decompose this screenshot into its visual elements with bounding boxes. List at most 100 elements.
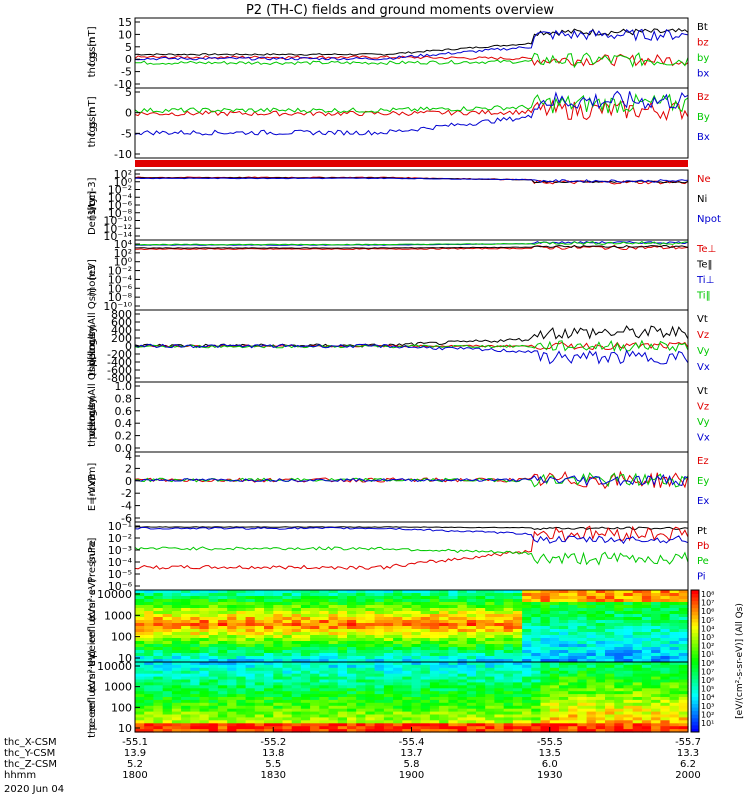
spectrogram-cell — [577, 711, 588, 716]
spectrogram-cell — [586, 697, 597, 701]
spectrogram-cell — [540, 708, 551, 713]
y-axis-label-line: thc — [87, 722, 98, 738]
spectrogram-cell — [586, 685, 597, 689]
spectrogram-cell — [217, 608, 228, 612]
spectrogram-cell — [522, 653, 532, 657]
spectrogram-cell — [512, 717, 523, 721]
spectrogram-cell — [264, 596, 274, 600]
y-tick-label: 0.0 — [115, 442, 133, 455]
colorbar-tick-label: 10² — [701, 710, 714, 719]
spectrogram-cell — [660, 644, 671, 648]
spectrogram-cell — [356, 596, 366, 600]
spectrogram-cell — [420, 688, 431, 692]
spectrogram-cell — [476, 608, 486, 612]
spectrogram-cell — [540, 694, 551, 698]
spectrogram-cell — [254, 708, 265, 713]
spectrogram-cell — [503, 593, 514, 597]
colorbar-tick-label: 10⁷ — [701, 667, 714, 676]
spectrogram-cell — [227, 682, 237, 686]
spectrogram-cell — [245, 705, 256, 710]
spectrogram-cell — [135, 638, 145, 642]
spectrogram-cell — [393, 656, 403, 660]
spectrogram-cell — [181, 596, 191, 600]
spectrogram-cell — [595, 635, 606, 639]
spectrogram-cell — [420, 717, 431, 721]
spectrogram-cell — [273, 711, 284, 716]
spectrogram-cell — [162, 711, 173, 716]
spectrogram-cell — [457, 723, 468, 727]
spectrogram-cell — [171, 590, 182, 594]
spectrogram-cell — [568, 673, 578, 678]
spectrogram-cell — [264, 641, 274, 645]
x-row-value: 2000 — [675, 770, 700, 781]
spectrogram-cell — [264, 617, 274, 621]
spectrogram-cell — [678, 662, 689, 666]
spectrogram-cell — [651, 596, 661, 600]
spectrogram-cell — [522, 659, 532, 663]
spectrogram-cell — [503, 723, 514, 727]
spectrogram-cell — [144, 685, 154, 689]
spectrogram-cell — [236, 682, 247, 686]
spectrogram-cell — [623, 676, 634, 681]
spectrogram-cell — [623, 717, 634, 721]
spectrogram-cell — [402, 629, 413, 633]
spectrogram-cell — [559, 670, 569, 675]
spectrogram-cell — [300, 697, 311, 701]
spectrogram-cell — [522, 723, 532, 727]
colorbar-frame — [690, 589, 700, 733]
spectrogram-cell — [457, 679, 468, 683]
spectrogram-cell — [181, 664, 191, 669]
colorbar-swatch — [691, 693, 699, 697]
spectrogram-cell — [678, 723, 689, 727]
spectrogram-cell — [356, 670, 366, 675]
spectrogram-cell — [420, 726, 431, 730]
spectrogram-cell — [144, 638, 154, 642]
spectrogram-cell — [199, 605, 210, 609]
spectrogram-cell — [669, 620, 680, 624]
spectrogram-cell — [549, 699, 560, 704]
spectrogram-cell — [466, 729, 477, 733]
spectrogram-cell — [291, 656, 302, 660]
spectrogram-cell — [595, 626, 606, 630]
spectrogram-cell — [162, 697, 173, 701]
time-axis: thc_X-CSM -55.1 -55.2 -55.4 -55.5 -55.7thc_Y-… — [4, 727, 701, 795]
spectrogram-cell — [540, 720, 551, 724]
spectrogram-cell — [310, 726, 320, 730]
spectrogram-cell — [171, 717, 182, 721]
spectrogram-cell — [347, 635, 357, 639]
spectrogram-cell — [457, 644, 468, 648]
spectrogram-cell — [411, 723, 422, 727]
spectrogram-cell — [264, 688, 274, 692]
spectrogram-cell — [559, 708, 569, 713]
spectrogram-cell — [522, 650, 532, 654]
spectrogram-cell — [337, 596, 348, 600]
spectrogram-cell — [291, 676, 302, 681]
spectrogram-cell — [162, 673, 173, 678]
spectrogram-cell — [439, 691, 449, 695]
spectrogram-cell — [605, 635, 615, 639]
spectrogram-cell — [199, 590, 210, 594]
spectrogram-cell — [485, 602, 495, 606]
spectrogram-cell — [512, 679, 523, 683]
spectrogram-cell — [651, 717, 661, 721]
spectrogram-cell — [236, 659, 247, 663]
spectrogram-cell — [337, 670, 348, 675]
spectrogram-cell — [365, 714, 376, 718]
spectrogram-cell — [181, 602, 191, 606]
spectrogram-cell — [310, 656, 320, 660]
spectrogram-cell — [144, 641, 154, 645]
spectrogram-cell — [522, 611, 532, 615]
spectrogram-cell — [614, 670, 625, 675]
spectrogram-cell — [632, 726, 643, 730]
spectrogram-cell — [217, 670, 228, 675]
spectrogram-cell — [595, 679, 606, 683]
spectrogram-cell — [632, 650, 643, 654]
spectrogram-cell — [632, 662, 643, 666]
spectrogram-cell — [171, 694, 182, 698]
spectrogram-cell — [512, 729, 523, 733]
spectrogram-cell — [153, 632, 164, 636]
spectrogram-cell — [632, 596, 643, 600]
spectrogram-cell — [383, 599, 394, 603]
spectrogram-cell — [568, 605, 578, 609]
spectrogram-cell — [623, 711, 634, 716]
